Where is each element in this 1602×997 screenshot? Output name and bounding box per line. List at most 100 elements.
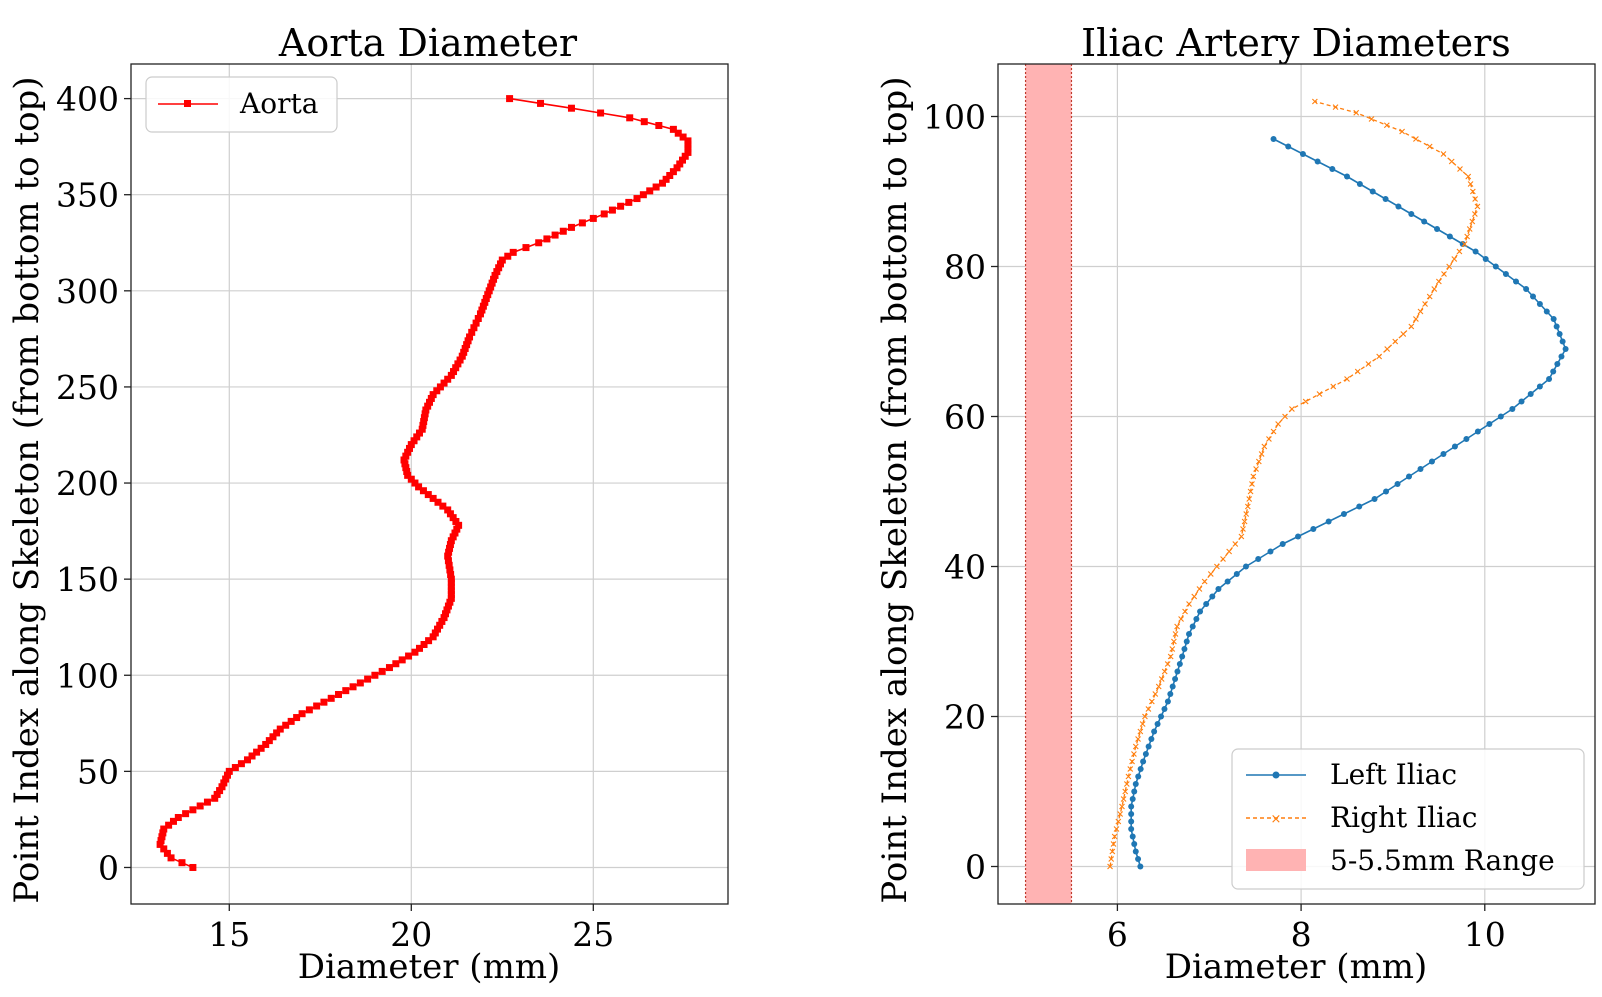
aorta-point [273, 729, 281, 737]
right-iliac-point [1167, 653, 1174, 660]
left-iliac-point [1135, 856, 1142, 862]
left-iliac-point [1421, 218, 1428, 225]
aorta-point [454, 360, 462, 368]
aorta-point [674, 129, 682, 137]
left-iliac-point [1193, 616, 1200, 622]
right-iliac-point [1282, 413, 1288, 420]
aorta-point [567, 223, 575, 231]
right-iliac-point [1155, 683, 1162, 690]
aorta-point [444, 602, 452, 610]
aorta-point [567, 104, 575, 112]
range-band-legend-swatch [1246, 849, 1306, 871]
iliac-y-tick-label: 100 [923, 98, 986, 137]
right-iliac-point [1456, 248, 1463, 255]
aorta-y-axis-label: Point Index along Skeleton (from bottom … [7, 76, 47, 903]
aorta-point [276, 725, 284, 733]
left-iliac-point [1128, 826, 1135, 832]
left-iliac-point [1513, 278, 1520, 285]
right-iliac-point [1226, 548, 1233, 555]
left-iliac-point [1369, 188, 1376, 195]
right-iliac-point [1220, 556, 1226, 562]
aorta-point [444, 552, 452, 560]
right-iliac-point [1119, 803, 1125, 810]
right-iliac-point [1244, 503, 1251, 510]
aorta-point [438, 617, 446, 625]
left-iliac-point [1446, 233, 1453, 240]
left-iliac-point [1255, 556, 1262, 562]
aorta-point [159, 829, 167, 837]
aorta-legend-marker [184, 100, 191, 107]
right-iliac-point [1171, 638, 1177, 645]
aorta-y-tick-label: 350 [56, 176, 119, 215]
right-iliac-point [1289, 406, 1295, 412]
aorta-point [411, 648, 419, 656]
aorta-point [535, 239, 543, 247]
iliac-y-tick-label: 80 [944, 248, 986, 287]
aorta-point [189, 806, 197, 814]
left-iliac-point [1463, 436, 1470, 442]
aorta-point [453, 525, 461, 533]
right-iliac-point [1240, 526, 1246, 532]
aorta-point [673, 164, 681, 172]
aorta-point [434, 625, 442, 633]
left-iliac-point [1179, 653, 1186, 660]
aorta-point [262, 740, 270, 748]
range-band [1025, 64, 1072, 904]
right-iliac-point [1465, 173, 1472, 180]
right-iliac-point [1191, 593, 1198, 600]
right-iliac-point [1365, 361, 1372, 367]
aorta-point [327, 694, 335, 702]
left-iliac-point [1142, 751, 1149, 757]
aorta-point [223, 771, 231, 779]
left-iliac-point [1530, 293, 1537, 300]
aorta-point [411, 479, 419, 487]
left-iliac-point [1158, 713, 1165, 720]
left-iliac-point [1434, 226, 1441, 232]
aorta-point [640, 118, 648, 126]
aorta-point [415, 483, 423, 491]
right-iliac-point [1441, 271, 1447, 277]
aorta-point [608, 206, 616, 214]
left-iliac-point [1472, 248, 1479, 255]
right-iliac-point [1431, 286, 1438, 292]
right-iliac-point [1201, 578, 1208, 585]
right-iliac-point [1137, 728, 1144, 735]
right-iliac-point [1258, 451, 1265, 457]
aorta-point [488, 279, 496, 287]
aorta-point [447, 537, 455, 545]
aorta-point [479, 302, 487, 310]
aorta-point [415, 644, 423, 652]
aorta-point [225, 767, 233, 775]
aorta-point [342, 687, 350, 695]
right-iliac-point [1332, 104, 1339, 111]
aorta-point [320, 698, 328, 706]
aorta-point [167, 854, 175, 862]
right-iliac-point [1174, 623, 1180, 630]
left-iliac-point [1174, 668, 1181, 675]
iliac-x-tick-label: 8 [1291, 915, 1312, 954]
aorta-point [431, 629, 439, 637]
aorta-chart: Aorta Diameter 15 20 250501001502002503003… [7, 21, 729, 987]
right-iliac-point [1123, 781, 1130, 787]
aorta-point [313, 702, 321, 710]
aorta-y-tick-label: 300 [56, 272, 119, 311]
left-iliac-point [1154, 721, 1161, 727]
right-iliac-point [1426, 143, 1433, 150]
aorta-point [485, 287, 493, 295]
aorta-point [487, 283, 495, 291]
aorta-point [422, 406, 430, 414]
right-iliac-point [1164, 661, 1171, 667]
aorta-legend: Aorta [145, 76, 338, 133]
left-iliac-point [1356, 503, 1363, 510]
aorta-series-layer [156, 95, 692, 871]
right-iliac-point [1344, 376, 1350, 382]
aorta-point [371, 671, 379, 679]
aorta-point [160, 825, 168, 833]
aorta-point [429, 633, 437, 641]
aorta-point [425, 637, 433, 645]
right-iliac-point [1311, 98, 1318, 105]
aorta-point [676, 160, 684, 168]
aorta-point [156, 840, 164, 848]
left-iliac-point [1186, 631, 1193, 637]
aorta-point [450, 368, 458, 376]
